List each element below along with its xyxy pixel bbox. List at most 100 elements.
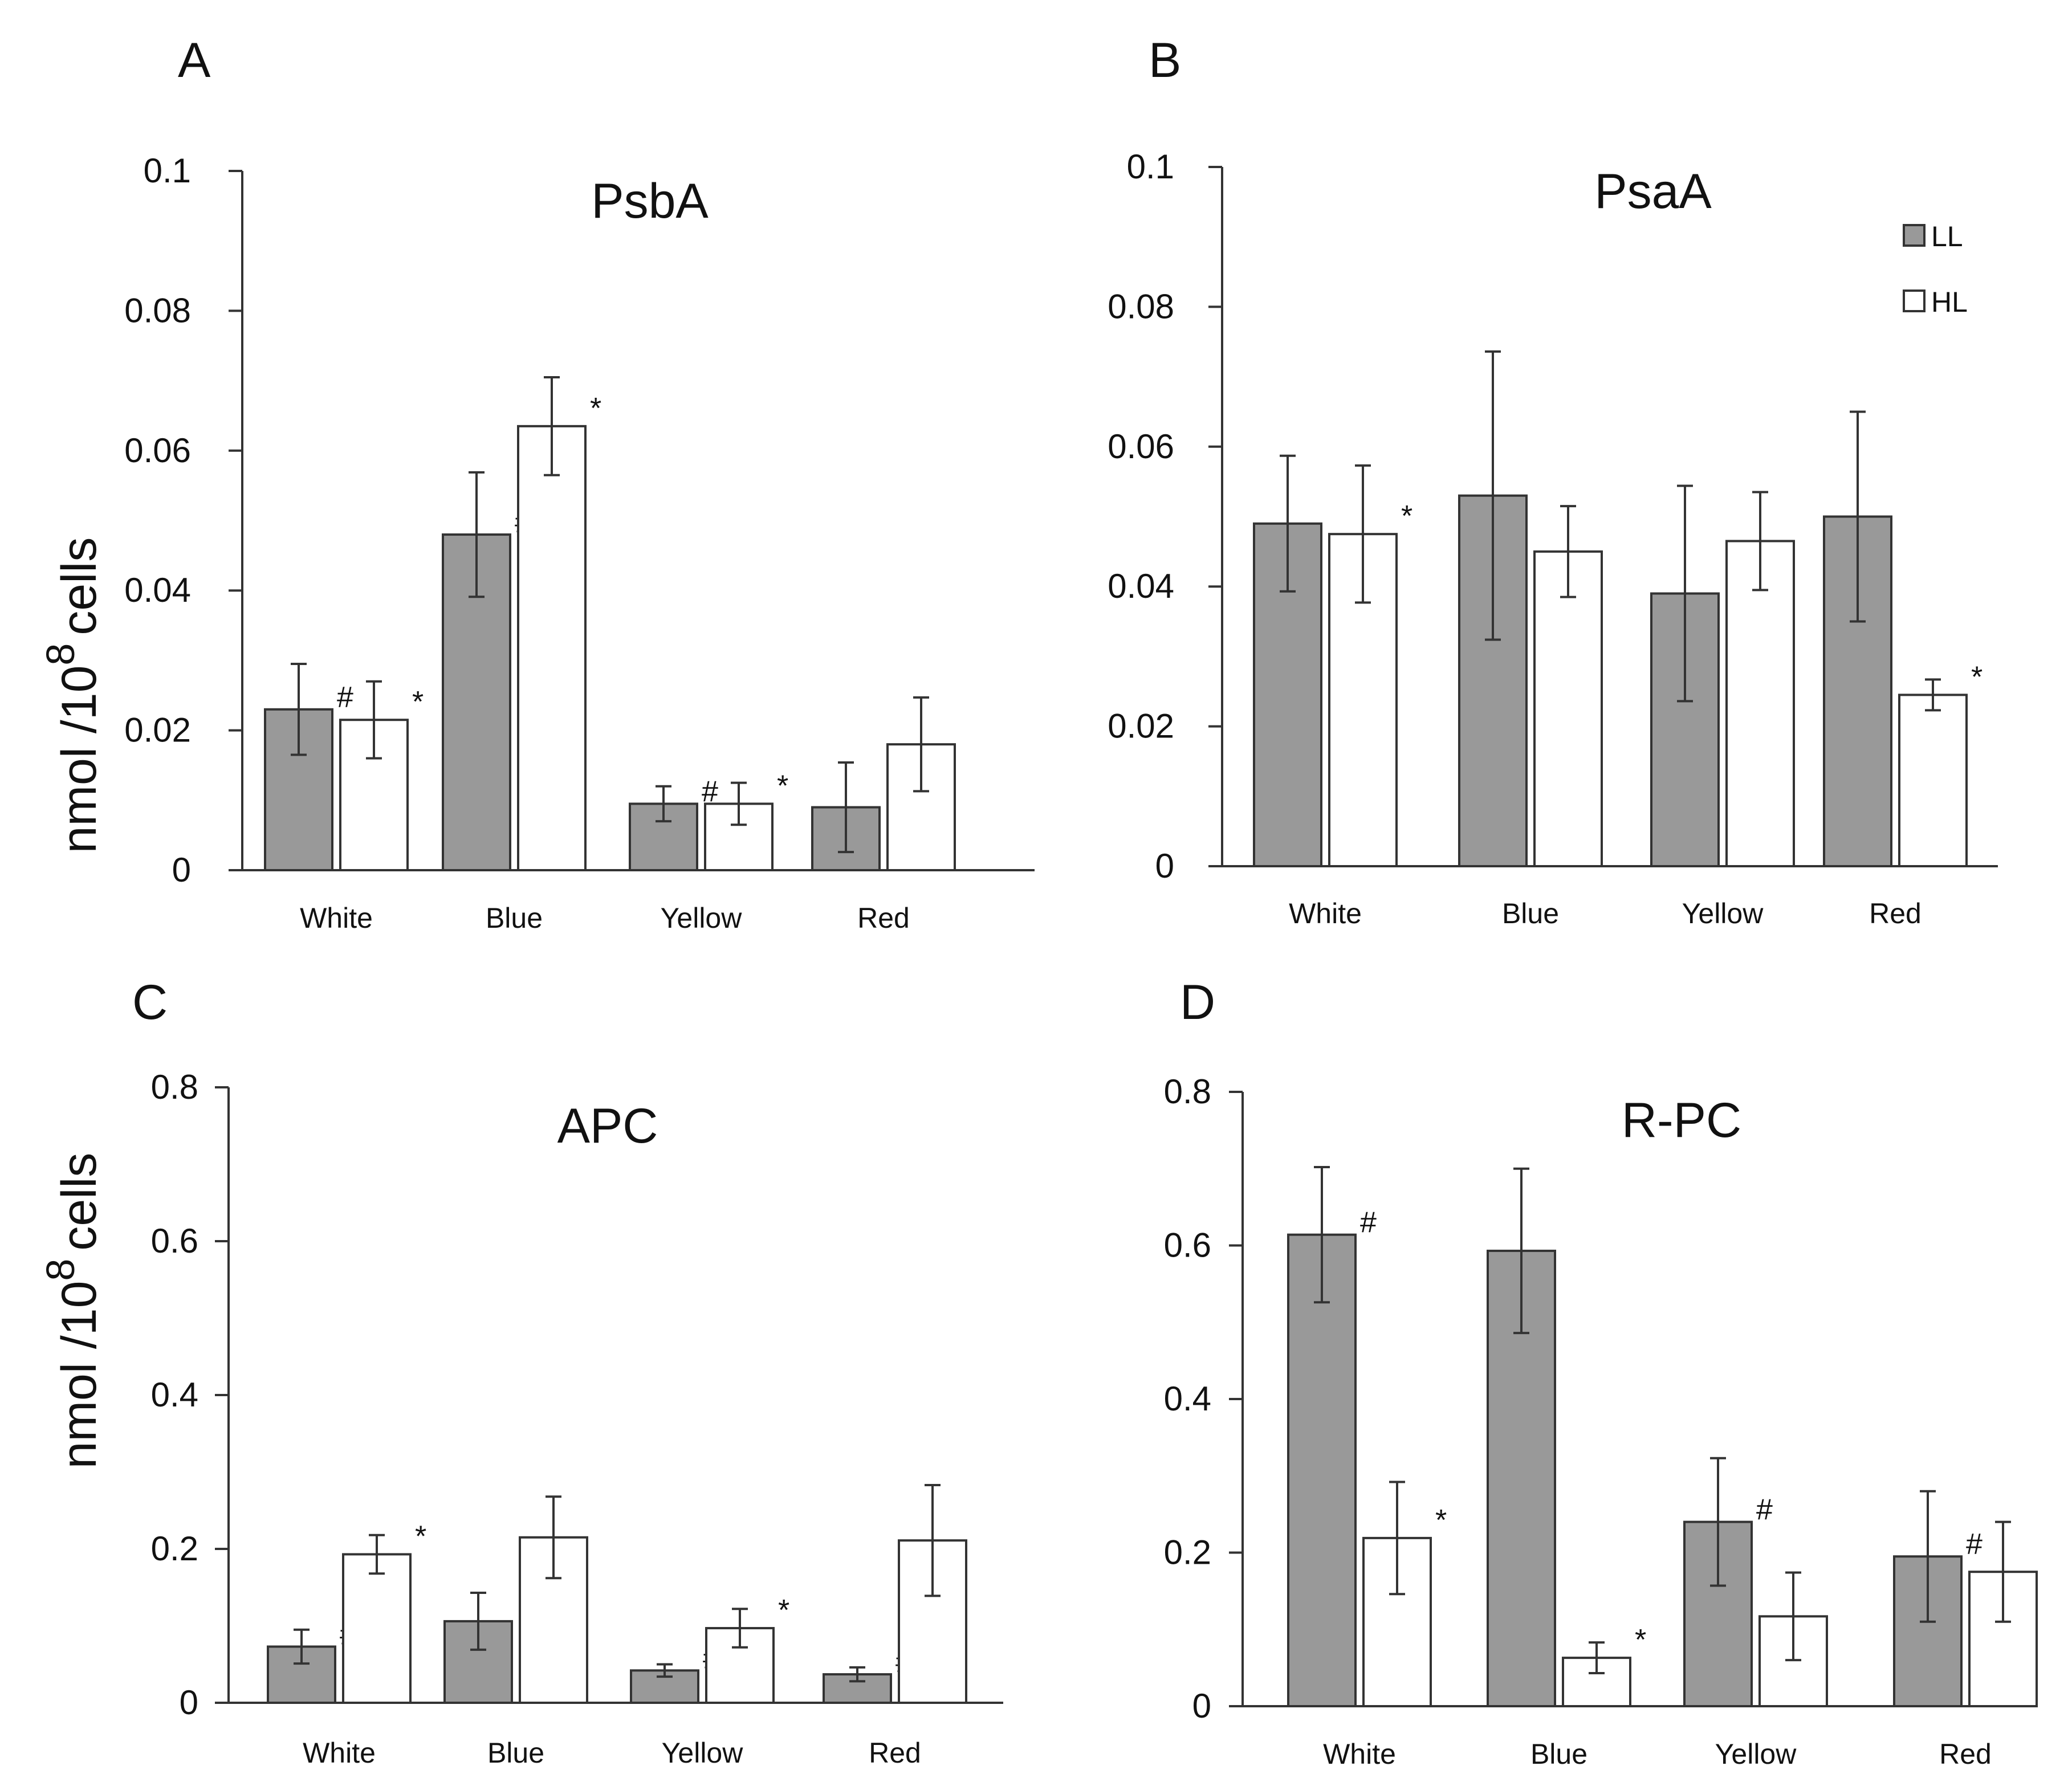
error-bar [1677, 484, 1693, 703]
legend-swatch-ll [1903, 224, 1926, 247]
svg-text:nmol /108cells: nmol /108 cells [38, 537, 107, 854]
significance-hash: # [1966, 1528, 1983, 1561]
y-tick-label: 0.4 [151, 1376, 198, 1414]
error-bar [1485, 350, 1501, 641]
error-bar [366, 680, 382, 760]
x-category-label: White [303, 1737, 376, 1769]
x-category-label: Yellow [1715, 1738, 1797, 1770]
error-bar [657, 1663, 673, 1678]
x-category-label: Red [1869, 898, 1922, 929]
significance-hash: # [1360, 1206, 1377, 1239]
y-axis-label-top: nmol /108 cells [38, 537, 107, 854]
x-category-label: Yellow [662, 1737, 744, 1769]
error-bar [1925, 678, 1941, 712]
panel-letter: C [132, 975, 168, 1030]
y-tick-label: 0.8 [151, 1068, 198, 1106]
chart-title: PsbA [591, 174, 709, 229]
y-tick-label: 0 [172, 851, 191, 889]
y-axis-label-bottom: nmol /108 cells [38, 1153, 107, 1469]
error-bar [1355, 464, 1371, 604]
y-tick-label: 0.06 [1108, 427, 1174, 466]
legend-swatch-hl [1903, 289, 1926, 312]
bar-hl-blue [517, 425, 587, 871]
x-category-label: Red [869, 1737, 921, 1769]
y-tick-label: 0.2 [151, 1530, 198, 1568]
y-tick-label: 0 [1155, 847, 1174, 885]
bar-hl-white [342, 1553, 412, 1704]
error-bar [1560, 505, 1576, 598]
error-bar [1280, 454, 1296, 593]
y-axis-label-prefix: nmol /10 [52, 1281, 107, 1469]
y-tick-label: 0.08 [1108, 287, 1174, 325]
error-bar [1995, 1520, 2011, 1623]
panel-letter: D [1180, 975, 1215, 1030]
x-category-label: Red [1939, 1738, 1992, 1770]
chart-title: APC [557, 1099, 658, 1153]
y-tick-label: 0.8 [1164, 1072, 1211, 1111]
error-bar [1850, 410, 1866, 623]
error-bar [1513, 1167, 1529, 1335]
y-tick-label: 0.1 [144, 152, 191, 190]
x-category-label: White [300, 902, 373, 934]
error-bar [1920, 1490, 1936, 1623]
significance-asterisk: * [778, 1594, 789, 1627]
error-bar [469, 471, 485, 598]
significance-asterisk: * [1635, 1624, 1646, 1657]
error-bar [369, 1534, 385, 1575]
bar-ll-white [1287, 1233, 1357, 1707]
significance-asterisk: * [1435, 1504, 1447, 1537]
error-bar [1785, 1571, 1801, 1662]
y-tick-label: 0.6 [1164, 1226, 1211, 1265]
svg-text:nmol /108cells: nmol /108 cells [38, 1153, 107, 1469]
bar-hl-red [1898, 694, 1968, 867]
x-category-label: Yellow [1682, 898, 1764, 929]
x-category-label: Blue [487, 1737, 544, 1769]
y-tick-label: 0.08 [124, 291, 191, 329]
legend-label-ll: LL [1931, 221, 1963, 252]
error-bar [470, 1591, 486, 1651]
error-bar [913, 696, 929, 793]
panel-letter: B [1149, 33, 1181, 88]
error-bar [732, 1608, 748, 1649]
y-tick-label: 0.06 [124, 431, 191, 470]
error-bar [849, 1666, 865, 1683]
x-category-label: Blue [486, 902, 543, 934]
x-category-label: Blue [1530, 1738, 1587, 1770]
chart-panel-a: A PsbA 0 0.02 0.04 0.06 0.08 0.1 White Blue Yellow… [124, 33, 1035, 934]
y-tick-label: 0 [180, 1683, 198, 1722]
panels: A PsbA 0 0.02 0.04 0.06 0.08 0.1 White Blue Yellow… [124, 33, 2038, 1770]
error-bar [656, 785, 671, 823]
significance-asterisk: * [1971, 660, 1983, 694]
significance-asterisk: * [412, 686, 424, 719]
y-tick-label: 0.04 [1108, 567, 1174, 605]
legend-label-hl: HL [1931, 286, 1968, 318]
significance-hash: # [337, 681, 353, 714]
error-bar [546, 1495, 561, 1580]
x-category-label: Yellow [661, 902, 743, 934]
chart-panel-d: D R-PC 0 0.2 0.4 0.6 0.8 White Blue Yellow Red # # # *… [1164, 975, 2038, 1770]
bar-hl-blue [1533, 550, 1603, 867]
error-bar [1710, 1457, 1726, 1587]
y-tick-label: 0.1 [1127, 148, 1174, 186]
y-tick-label: 0.04 [124, 571, 191, 609]
x-category-label: Blue [1502, 898, 1559, 929]
bar-hl-yellow [1725, 540, 1795, 867]
significance-asterisk: * [590, 392, 601, 425]
error-bar [291, 663, 307, 756]
error-bar [544, 376, 560, 476]
error-bar [294, 1628, 310, 1665]
error-bar [1389, 1481, 1405, 1596]
y-tick-label: 0.2 [1164, 1534, 1211, 1572]
y-axis-label-superscript: 8 [38, 643, 83, 666]
y-tick-label: 0.6 [151, 1222, 198, 1260]
x-category-label: White [1323, 1738, 1396, 1770]
y-axis-label-prefix: nmol /10 [52, 666, 107, 854]
error-bar [1314, 1166, 1330, 1304]
significance-asterisk: * [1401, 500, 1412, 533]
x-category-label: White [1289, 898, 1362, 929]
chart-title: R-PC [1622, 1093, 1741, 1148]
y-tick-label: 0.02 [1108, 707, 1174, 745]
error-bar [1752, 491, 1768, 592]
